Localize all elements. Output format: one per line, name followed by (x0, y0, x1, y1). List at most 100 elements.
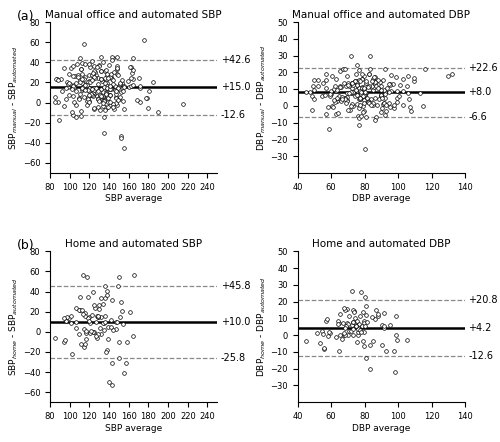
Point (341, 324, 349, 332)
Point (88, 312, 96, 319)
Point (314, 76, 322, 83)
Text: -12.6: -12.6 (468, 351, 493, 361)
Point (78, 66, 86, 73)
Point (348, 80, 356, 87)
Point (94, 81, 102, 88)
Title: Manual office and automated SBP: Manual office and automated SBP (46, 10, 222, 20)
Point (94, 313, 102, 320)
Point (358, 76, 366, 83)
Point (74, 72, 82, 79)
Text: +45.8: +45.8 (220, 281, 250, 291)
Point (325, 126, 333, 133)
Point (348, 328, 356, 335)
Point (72, 324, 80, 332)
Point (129, 82, 137, 89)
Point (94, 313, 102, 320)
Point (115, 95, 123, 103)
Point (338, 336, 346, 343)
Point (60, 103, 68, 110)
Point (97, 68, 105, 75)
Point (88, 76, 96, 84)
Point (346, 82, 354, 89)
Point (93, 335, 101, 342)
Point (88, 73, 96, 80)
Text: +15.0: +15.0 (220, 83, 250, 92)
Point (344, 312, 352, 320)
Point (112, 84, 120, 91)
Point (103, 83, 111, 90)
Point (302, 88, 310, 95)
Point (100, 319, 108, 326)
Point (127, 64, 135, 71)
Point (370, 94, 378, 101)
Point (70, 81, 78, 88)
Point (100, 97, 108, 104)
Point (79, 271, 87, 278)
Point (102, 92, 110, 99)
Point (416, 89, 424, 96)
Point (64, 84, 72, 91)
Point (119, 320, 127, 328)
Text: (a): (a) (16, 10, 34, 23)
Point (327, 87, 335, 94)
Point (362, 78, 370, 85)
Point (404, 72, 412, 80)
Point (344, 107, 351, 114)
Point (332, 76, 340, 83)
Point (361, 91, 369, 98)
Point (106, 91, 114, 99)
Point (355, 321, 363, 328)
Point (352, 79, 360, 86)
Point (102, 104, 110, 111)
Point (136, 75, 143, 82)
Point (96, 331, 104, 338)
Point (374, 76, 382, 84)
Point (113, 65, 121, 72)
Point (360, 108, 368, 115)
Point (343, 72, 351, 80)
Point (104, 324, 112, 331)
Point (72, 101, 80, 108)
Point (83, 81, 91, 88)
Point (90, 302, 98, 309)
Point (381, 95, 389, 102)
Point (112, 318, 120, 325)
Point (336, 310, 344, 317)
Point (76, 79, 84, 86)
Point (347, 53, 355, 60)
Point (328, 72, 336, 80)
Point (124, 339, 132, 346)
Point (350, 307, 358, 314)
Point (360, 92, 368, 99)
Point (348, 287, 356, 294)
Point (78, 70, 86, 77)
Title: Manual office and automated DBP: Manual office and automated DBP (292, 10, 470, 20)
Point (91, 305, 99, 312)
Point (366, 365, 374, 372)
Point (67, 319, 75, 326)
Point (354, 89, 362, 96)
Point (332, 111, 340, 118)
Point (348, 80, 356, 87)
Point (75, 95, 83, 102)
Point (81, 87, 89, 94)
Point (98, 97, 106, 104)
Point (355, 85, 363, 92)
Point (88, 72, 96, 79)
Point (136, 99, 143, 106)
Point (354, 329, 362, 336)
Point (346, 327, 354, 334)
Point (384, 80, 392, 88)
Point (63, 314, 71, 321)
Point (84, 78, 92, 85)
Point (76, 307, 84, 314)
Point (91, 69, 99, 76)
Point (351, 77, 359, 84)
X-axis label: SBP average: SBP average (105, 194, 162, 203)
Point (118, 308, 126, 315)
Point (112, 94, 120, 101)
Point (361, 294, 369, 301)
Point (106, 92, 114, 99)
Point (371, 116, 379, 123)
Point (66, 80, 74, 87)
